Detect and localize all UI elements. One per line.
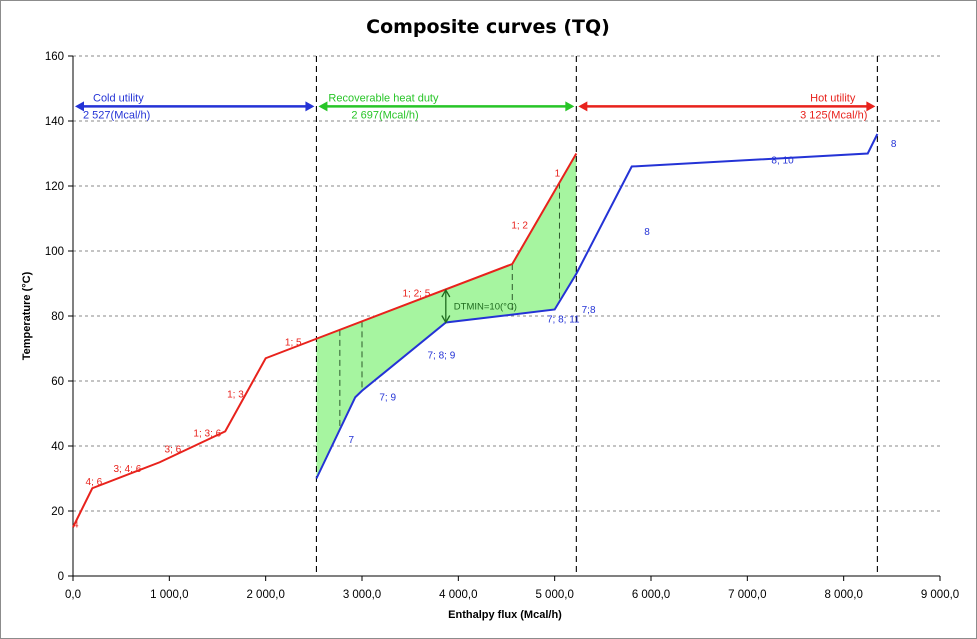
utility-annotations: Cold utility 2 527(Mcal/h) Recoverable hea…	[75, 92, 876, 121]
hot-point-label: 3; 6	[165, 445, 182, 456]
hot-point-label: 1; 3	[227, 389, 244, 400]
y-tick-label: 80	[51, 311, 64, 323]
dtmin-marker: DTMIN=10(°C)	[441, 288, 517, 324]
y-axis-label: Temperature (°C)	[21, 271, 33, 360]
annotation-label: Cold utility	[93, 92, 144, 104]
composite-curves	[72, 133, 879, 528]
cold-point-label: 7	[349, 435, 355, 446]
hot-point-label: 3; 4; 6	[113, 464, 141, 475]
axes: 0 20 40 60 80 100 120 140 160 0,0 1 000,0 2 000,0 3 …	[45, 51, 959, 601]
cold-point-label: 8	[644, 227, 650, 238]
cold-point-label: 7; 8; 11	[547, 315, 580, 326]
annotation-arrowhead-right	[866, 101, 876, 112]
x-tick-label: 9 000,0	[921, 589, 959, 601]
annotation-arrowhead-left	[75, 101, 84, 112]
annotation-arrowhead-left	[318, 101, 328, 112]
x-tick-label: 3 000,0	[343, 589, 381, 601]
cold-point-label: 8; 10	[771, 155, 794, 166]
hot-point-label: 1; 3; 6	[193, 428, 221, 439]
annotation-value: 2 527(Mcal/h)	[83, 109, 150, 121]
y-tick-label: 120	[45, 181, 64, 193]
hot-composite-curve	[72, 152, 578, 528]
grid-lines	[73, 55, 940, 512]
dtmin-label: DTMIN=10(°C)	[454, 301, 517, 312]
annotation-label: Hot utility	[810, 92, 856, 104]
hot-point-label: 1; 2	[511, 220, 528, 231]
cold-composite-curve	[315, 133, 879, 479]
point-labels: 4 4; 6 3; 4; 6 3; 6 1; 3; 6 1; 3 1; 5 1; 2; 5 1;…	[73, 139, 897, 530]
x-tick-label: 4 000,0	[439, 589, 477, 601]
x-tick-label: 0,0	[65, 589, 81, 601]
y-tick-label: 160	[45, 51, 64, 63]
y-tick-label: 40	[51, 441, 64, 453]
recovery-hatches	[339, 182, 560, 430]
cold-point-label: 7; 8; 9	[428, 350, 456, 361]
x-tick-label: 5 000,0	[535, 589, 573, 601]
x-tick-label: 7 000,0	[728, 589, 766, 601]
y-tick-label: 140	[45, 116, 64, 128]
y-tick-label: 100	[45, 246, 64, 258]
annotation-arrowhead-right	[565, 101, 575, 112]
chart-title: Composite curves (TQ)	[366, 16, 610, 38]
hot-point-label: 4	[73, 519, 79, 530]
dtmin-arrow-bottom	[441, 315, 451, 324]
dtmin-arrow-top	[441, 288, 451, 298]
y-tick-label: 0	[58, 571, 64, 583]
x-tick-label: 1 000,0	[150, 589, 188, 601]
x-axis-label: Enthalpy flux (Mcal/h)	[448, 609, 562, 621]
utility-boundaries	[315, 56, 878, 576]
y-tick-label: 20	[51, 506, 64, 518]
cold-point-label: 7;8	[582, 305, 596, 316]
cold-point-label: 7; 9	[379, 393, 396, 404]
hot-point-label: 4; 6	[86, 477, 103, 488]
annotation-value: 2 697(Mcal/h)	[351, 109, 418, 121]
annotation-arrowhead-right	[305, 101, 315, 112]
annotation-arrowhead-left	[578, 101, 588, 112]
cold-point-label: 8	[891, 139, 897, 150]
annotation-value: 3 125(Mcal/h)	[800, 109, 867, 121]
x-tick-label: 8 000,0	[824, 589, 862, 601]
hot-point-label: 1; 2; 5	[402, 289, 430, 300]
hot-point-label: 1	[555, 168, 561, 179]
annotation-label: Recoverable heat duty	[328, 92, 439, 104]
x-tick-label: 6 000,0	[632, 589, 670, 601]
x-tick-label: 2 000,0	[246, 589, 284, 601]
y-tick-label: 60	[51, 376, 64, 388]
hot-point-label: 1; 5	[285, 337, 302, 348]
